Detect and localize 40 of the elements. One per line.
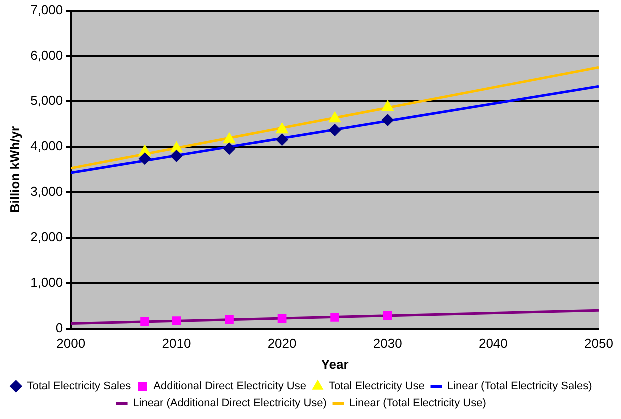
point (329, 124, 341, 136)
point (224, 143, 236, 155)
point (330, 313, 340, 322)
point (276, 134, 288, 146)
y-axis-title: Billion kWh/yr (7, 126, 22, 214)
legend-label: Additional Direct Electricity Use (154, 380, 306, 393)
point (225, 315, 234, 324)
x-tick-label: 2000 (56, 336, 86, 352)
legend-label: Linear (Additional Direct Electricity Use) (133, 398, 327, 410)
legend-label: Linear (Total Electricity Use) (349, 398, 486, 410)
x-tick-label: 2020 (268, 336, 297, 352)
point (140, 318, 150, 326)
y-tick-label: 0 (56, 320, 64, 336)
point (329, 112, 341, 123)
x-tick-label: 2050 (584, 336, 614, 352)
y-tick-label: 7,000 (30, 2, 64, 18)
point (278, 314, 287, 324)
point (172, 316, 182, 326)
point (224, 134, 236, 144)
x-axis-title: Year (321, 356, 349, 372)
y-tick-label: 5,000 (30, 93, 64, 108)
point (382, 114, 394, 126)
legend-label: Linear (Total Electricity Sales) (447, 380, 592, 393)
y-tick-label: 2,000 (30, 230, 64, 245)
legend-label: Total Electricity Use (328, 380, 425, 393)
legend-label: Total Electricity Sales (27, 380, 132, 393)
point (139, 153, 151, 165)
point (383, 311, 392, 320)
y-tick-label: 6,000 (30, 48, 64, 63)
y-tick-label: 1,000 (30, 274, 64, 290)
point (170, 150, 182, 162)
point (171, 142, 182, 153)
y-tick-label: 4,000 (30, 138, 64, 154)
y-tick-label: 3,000 (30, 184, 64, 200)
x-tick-label: 2010 (162, 336, 192, 352)
x-tick-label: 2040 (478, 336, 508, 352)
point (276, 124, 288, 134)
point (382, 101, 394, 112)
x-tick-label: 2030 (373, 336, 402, 352)
point (139, 146, 151, 156)
